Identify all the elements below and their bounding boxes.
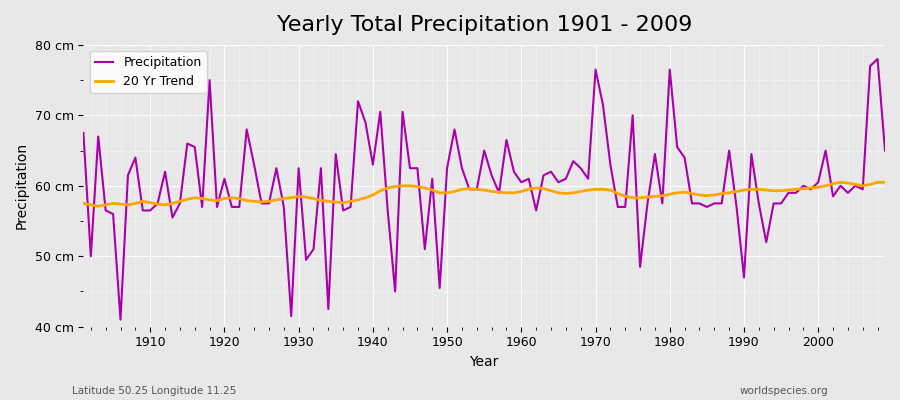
Precipitation bbox=[872, 56, 883, 61]
Line: 20 Yr Trend: 20 Yr Trend bbox=[84, 182, 885, 206]
20 Yr Trend bbox=[78, 201, 89, 206]
20 Yr Trend bbox=[516, 189, 526, 194]
20 Yr Trend bbox=[353, 198, 364, 202]
Precipitation bbox=[308, 247, 319, 252]
Precipitation bbox=[353, 99, 364, 104]
Line: Precipitation: Precipitation bbox=[84, 59, 885, 320]
Precipitation bbox=[145, 208, 156, 213]
Precipitation bbox=[78, 130, 89, 135]
20 Yr Trend bbox=[835, 180, 846, 185]
Precipitation bbox=[516, 180, 526, 185]
20 Yr Trend bbox=[145, 200, 156, 205]
20 Yr Trend bbox=[879, 180, 890, 185]
20 Yr Trend bbox=[308, 196, 319, 201]
Precipitation bbox=[523, 176, 534, 181]
Text: worldspecies.org: worldspecies.org bbox=[740, 386, 828, 396]
Precipitation bbox=[879, 148, 890, 153]
Precipitation bbox=[612, 204, 623, 209]
Precipitation bbox=[115, 317, 126, 322]
20 Yr Trend bbox=[523, 187, 534, 192]
20 Yr Trend bbox=[612, 191, 623, 196]
Title: Yearly Total Precipitation 1901 - 2009: Yearly Total Precipitation 1901 - 2009 bbox=[276, 15, 692, 35]
Y-axis label: Precipitation: Precipitation bbox=[15, 142, 29, 229]
X-axis label: Year: Year bbox=[470, 355, 499, 369]
Text: Latitude 50.25 Longitude 11.25: Latitude 50.25 Longitude 11.25 bbox=[72, 386, 237, 396]
20 Yr Trend bbox=[93, 204, 104, 209]
Legend: Precipitation, 20 Yr Trend: Precipitation, 20 Yr Trend bbox=[90, 51, 207, 93]
